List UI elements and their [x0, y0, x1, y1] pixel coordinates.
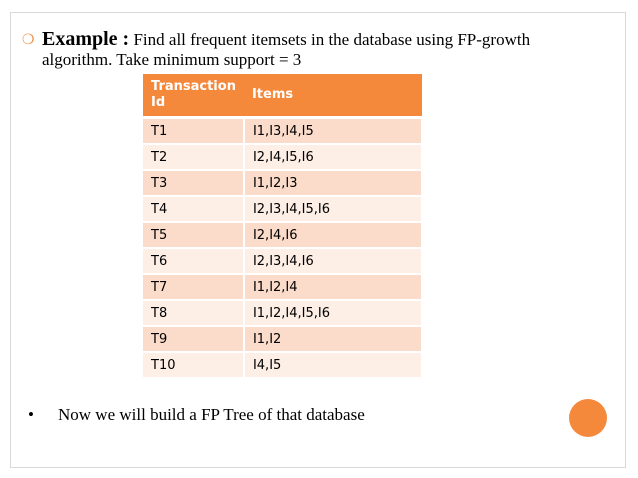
items-cell: I2,I3,I4,I5,I6	[243, 196, 424, 223]
example-label: Example :	[42, 28, 130, 50]
transaction-id-cell: T4	[143, 196, 245, 223]
table-row: T6 I2,I3,I4,I6	[143, 248, 424, 275]
transaction-id-cell: T8	[143, 300, 245, 327]
table-header-row: Transaction Id Items	[143, 74, 422, 119]
footer-line: • Now we will build a FP Tree of that dat…	[28, 405, 365, 425]
table-row: T2 I2,I4,I5,I6	[143, 144, 424, 171]
transaction-id-cell: T9	[143, 326, 245, 353]
slide-frame	[10, 12, 626, 468]
transaction-id-cell: T3	[143, 170, 245, 197]
transaction-id-cell: T10	[143, 352, 245, 379]
footer-text: Now we will build a FP Tree of that data…	[58, 405, 365, 424]
example-line: ❍ Example : Find all frequent itemsets in…	[22, 29, 622, 50]
decorative-circle	[569, 399, 607, 437]
transaction-id-cell: T2	[143, 144, 245, 171]
items-cell: I1,I2,I4,I5,I6	[243, 300, 424, 327]
transaction-id-cell: T6	[143, 248, 245, 275]
transactions-table: Transaction Id Items T1 I1,I3,I4,I5 T2 I2,I…	[143, 74, 424, 379]
items-cell: I1,I2	[243, 326, 424, 353]
transaction-id-cell: T5	[143, 222, 245, 249]
table-row: T7 I1,I2,I4	[143, 274, 424, 301]
header-items: Items	[243, 74, 422, 119]
circle-bullet-icon: ❍	[22, 32, 35, 48]
table-row: T8 I1,I2,I4,I5,I6	[143, 300, 424, 327]
table-row: T10 I4,I5	[143, 352, 424, 379]
items-cell: I4,I5	[243, 352, 424, 379]
table-row: T9 I1,I2	[143, 326, 424, 353]
table-row: T1 I1,I3,I4,I5	[143, 117, 424, 145]
items-cell: I1,I3,I4,I5	[243, 117, 424, 145]
table-row: T4 I2,I3,I4,I5,I6	[143, 196, 424, 223]
header-transaction-id: Transaction Id	[143, 74, 244, 119]
items-cell: I1,I2,I3	[243, 170, 424, 197]
table-row: T5 I2,I4,I6	[143, 222, 424, 249]
example-text: Find all frequent itemsets in the databa…	[129, 30, 531, 49]
transaction-id-cell: T7	[143, 274, 245, 301]
items-cell: I2,I3,I4,I6	[243, 248, 424, 275]
example-continuation: algorithm. Take minimum support = 3	[42, 50, 302, 69]
items-cell: I2,I4,I6	[243, 222, 424, 249]
table-row: T3 I1,I2,I3	[143, 170, 424, 197]
transaction-id-cell: T1	[143, 117, 245, 145]
items-cell: I1,I2,I4	[243, 274, 424, 301]
bullet-dot: •	[28, 405, 34, 424]
items-cell: I2,I4,I5,I6	[243, 144, 424, 171]
